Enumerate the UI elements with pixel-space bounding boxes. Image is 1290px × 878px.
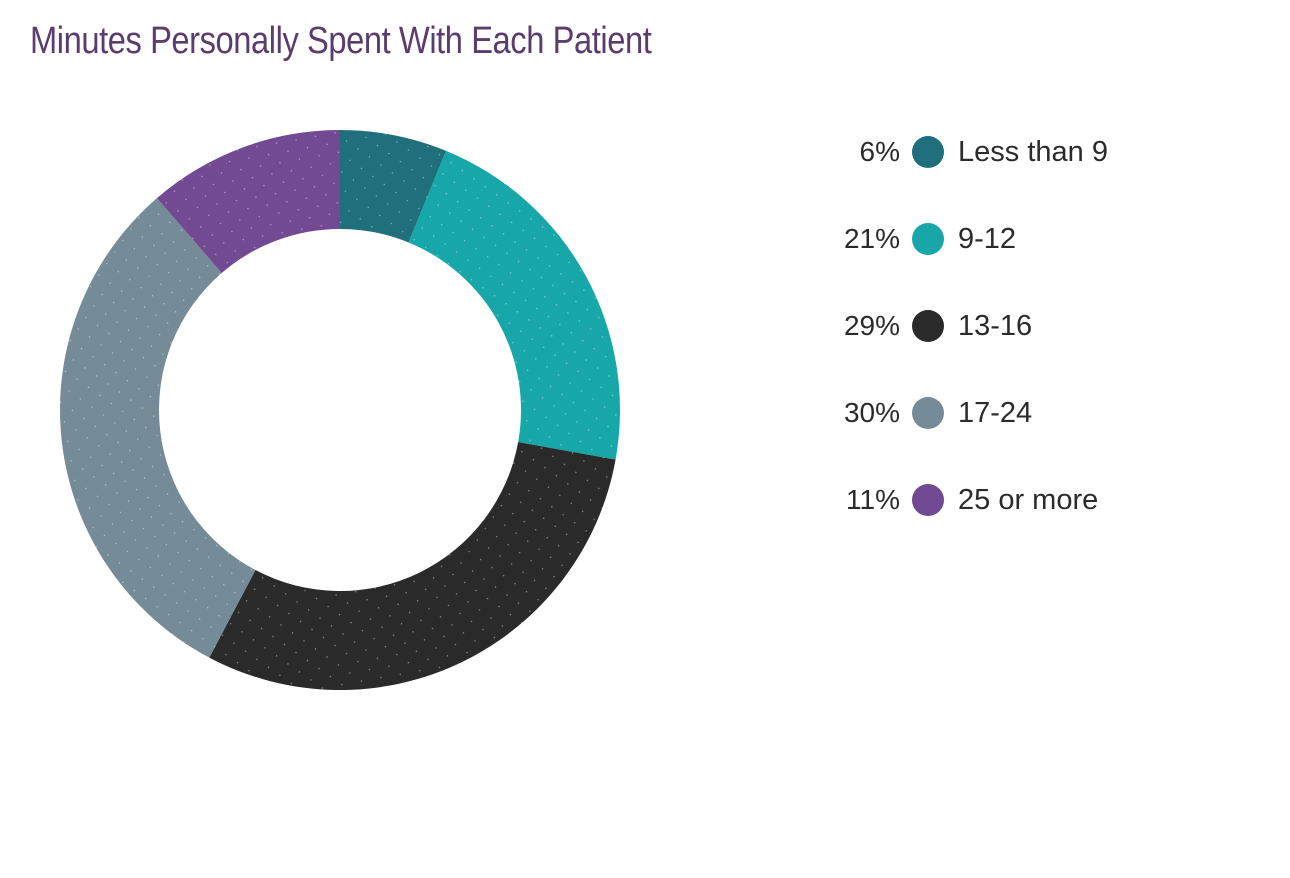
legend-item: 11% 25 or more [820,476,1108,524]
legend-color-dot [912,484,944,516]
donut-slices [60,130,620,690]
legend-percent: 11% [846,484,900,515]
legend-percent: 21% [843,223,900,254]
legend-color-dot [912,136,944,168]
legend-percent: 6% [859,136,900,167]
donut-slice-texture [60,198,256,658]
legend-color-dot [912,310,944,342]
legend-item: 29% 13-16 [820,302,1108,350]
legend-label: Less than 9 [958,135,1108,168]
donut-slice-texture [408,150,620,460]
legend-item: 6% Less than 9 [820,128,1108,176]
chart-title: Minutes Personally Spent With Each Patie… [30,20,652,62]
legend-item: 30% 17-24 [820,389,1108,437]
legend-color-dot [912,223,944,255]
legend: 6% Less than 9 21% 9-12 29% 13-16 30% 17… [820,128,1108,563]
donut-slice-texture [209,442,616,690]
legend-label: 13-16 [958,309,1033,342]
legend-label: 17-24 [958,396,1033,429]
legend-color-dot [912,397,944,429]
legend-label: 9-12 [958,222,1017,255]
donut-slice-texture [340,130,447,243]
legend-percent: 29% [843,310,900,341]
donut-slice-texture [156,130,340,274]
legend-label: 25 or more [958,483,1099,516]
legend-item: 21% 9-12 [820,215,1108,263]
donut-chart [60,130,620,690]
legend-percent: 30% [843,397,900,428]
